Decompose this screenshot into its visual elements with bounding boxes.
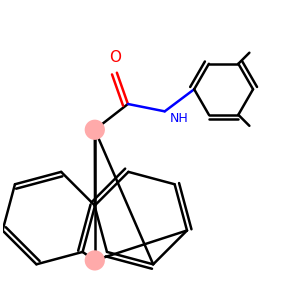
Circle shape — [85, 120, 105, 140]
Circle shape — [85, 250, 105, 271]
Text: NH: NH — [170, 112, 189, 125]
Text: O: O — [109, 50, 121, 65]
